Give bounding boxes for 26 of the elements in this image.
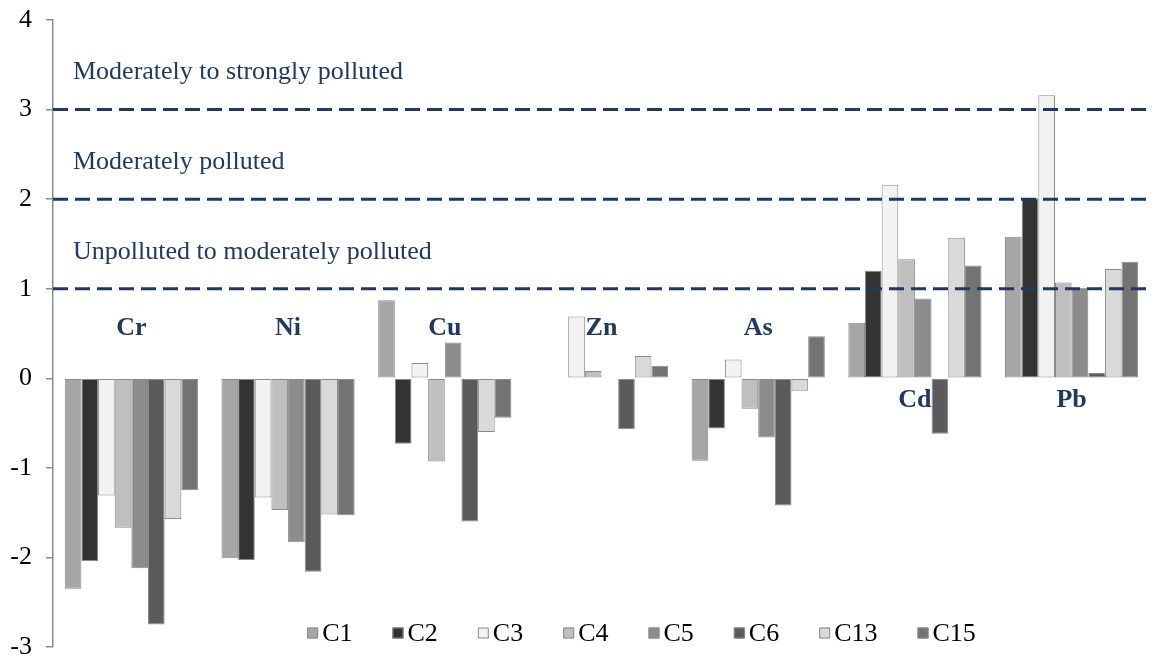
legend-label: C2 — [407, 617, 438, 647]
legend-label: C6 — [748, 617, 780, 647]
x-tick-label: Cu — [428, 312, 462, 341]
y-tick-label: 4 — [19, 3, 32, 33]
y-tick-label: -1 — [10, 451, 32, 481]
y-tick-label: -3 — [10, 630, 32, 659]
legend-label: C4 — [578, 617, 609, 647]
ref-line-label: Moderately to strongly polluted — [73, 56, 404, 86]
legend-label: C3 — [492, 617, 524, 647]
ref-line-label: Moderately polluted — [73, 145, 285, 175]
legend-label: C1 — [322, 617, 353, 647]
legend-label: C5 — [663, 617, 694, 647]
legend-label: C13 — [834, 617, 878, 647]
y-tick-label: -2 — [10, 541, 32, 571]
x-tick-label: Zn — [585, 312, 618, 341]
x-tick-label: Ni — [275, 312, 302, 341]
y-tick-label: 2 — [19, 182, 32, 212]
y-tick-label: 1 — [19, 272, 32, 302]
x-tick-label: As — [743, 312, 773, 341]
y-tick-label: 3 — [19, 93, 32, 123]
legend-label: C15 — [932, 617, 976, 647]
ref-line-label: Unpolluted to moderately polluted — [73, 235, 432, 265]
y-tick-label: 0 — [19, 362, 32, 392]
x-tick-label: Pb — [1056, 384, 1087, 413]
x-tick-label: Cd — [898, 384, 933, 413]
x-tick-label: Cr — [116, 312, 147, 341]
